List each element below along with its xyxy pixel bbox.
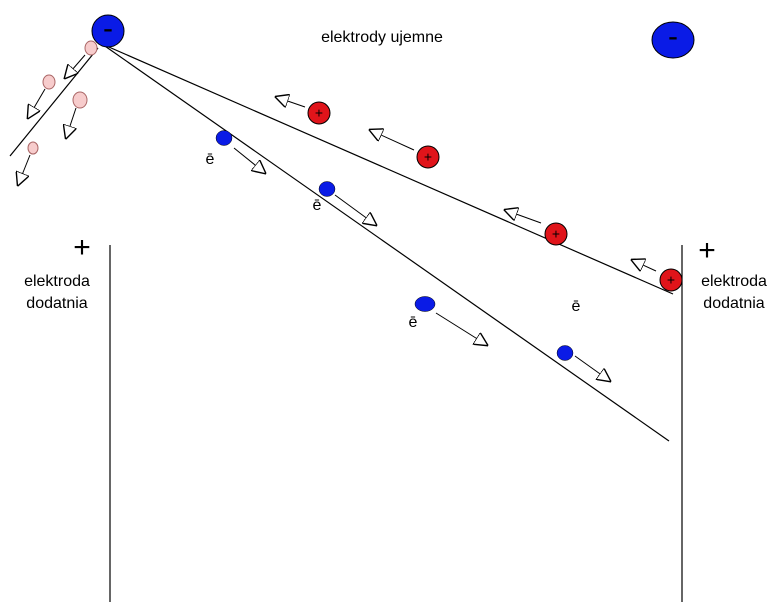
ion-sign: + xyxy=(424,149,432,165)
ion xyxy=(307,101,331,125)
sign: - xyxy=(668,20,678,53)
wires xyxy=(9,43,683,602)
electron-label: ē xyxy=(572,298,581,315)
electron-arrow xyxy=(435,312,487,345)
ion xyxy=(544,222,568,246)
electron xyxy=(556,345,574,361)
ion-arrow xyxy=(505,210,542,224)
ion-sign: + xyxy=(667,272,675,288)
negative-electrode: - xyxy=(651,20,695,59)
electron-arrow xyxy=(334,194,376,225)
ion xyxy=(416,145,440,169)
title: elektrody ujemne xyxy=(321,29,443,46)
particles: + + + + ē ē ē ē xyxy=(206,97,683,381)
electron xyxy=(318,181,336,197)
label: dodatnia xyxy=(703,295,764,312)
label: elektroda xyxy=(24,273,90,290)
electron-label: ē xyxy=(206,151,215,168)
sign: - xyxy=(103,12,113,45)
sign: + xyxy=(698,234,716,267)
ion-arrow xyxy=(632,260,657,271)
electron-arrow xyxy=(233,147,265,173)
negative-electrode: - xyxy=(91,12,125,48)
sign: + xyxy=(73,231,91,264)
positive-electrode: + elektroda dodatnia xyxy=(698,234,767,312)
electron-label: ē xyxy=(313,197,322,214)
electron-label: ē xyxy=(409,314,418,331)
ion-sign: + xyxy=(315,105,323,121)
label: dodatnia xyxy=(26,295,87,312)
electron xyxy=(215,130,233,146)
electron-arrow xyxy=(574,355,610,381)
ion-arrow xyxy=(370,130,415,151)
ion-arrow xyxy=(276,97,306,107)
electron xyxy=(414,296,436,312)
sputtered-particles xyxy=(18,40,98,185)
positive-electrode: + elektroda dodatnia xyxy=(24,231,91,312)
ion-sign: + xyxy=(552,226,560,242)
label: elektroda xyxy=(701,273,767,290)
ion xyxy=(659,268,683,292)
